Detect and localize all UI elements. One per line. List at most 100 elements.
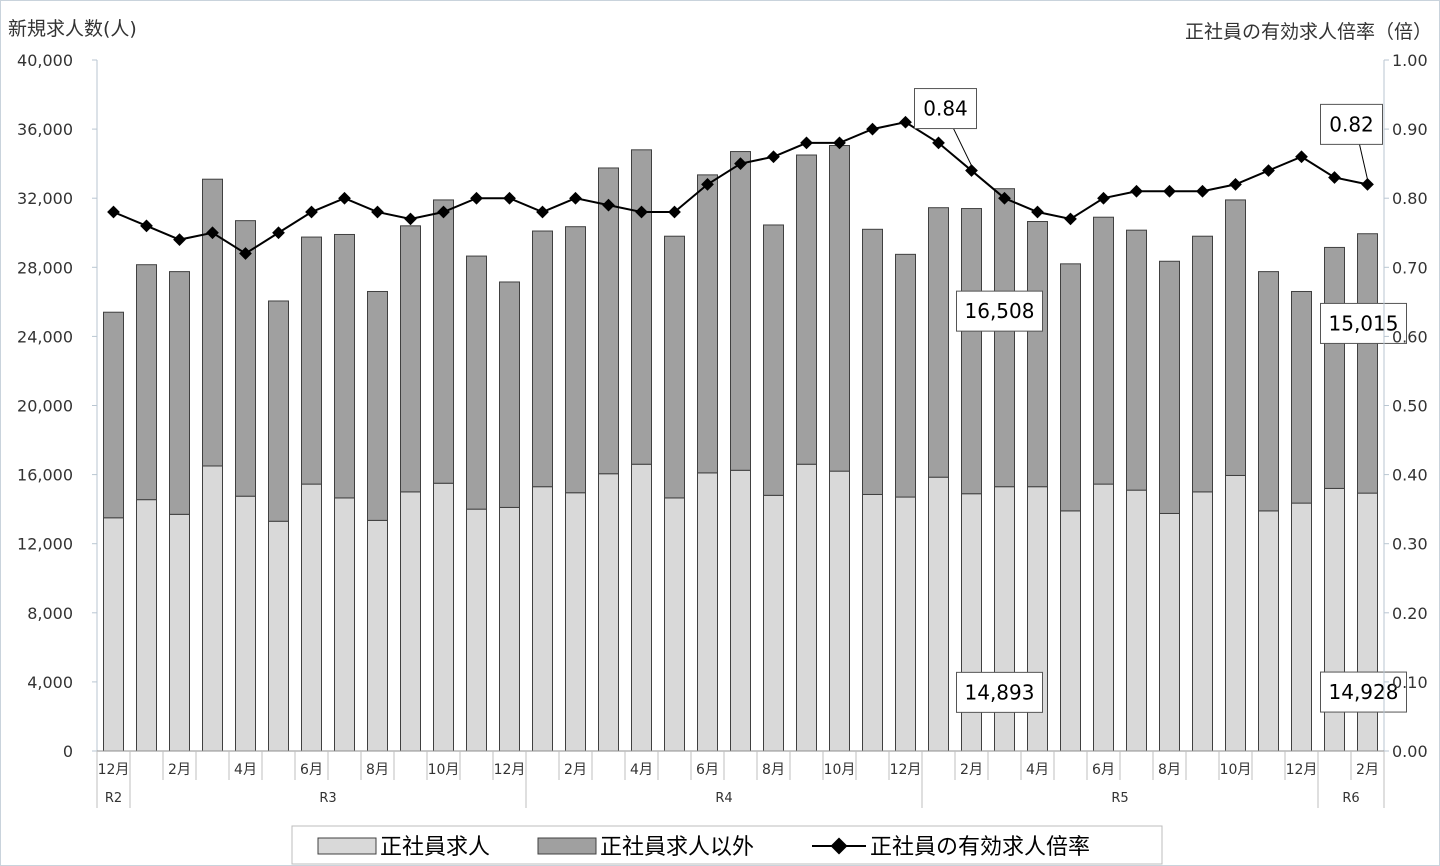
bar-other [829, 145, 850, 472]
right-tick-label: 0.20 [1392, 604, 1428, 623]
right-tick-label: 0.70 [1392, 258, 1428, 277]
bar-regular [1060, 510, 1081, 752]
bar-other [532, 230, 553, 488]
bar-regular [1258, 510, 1279, 752]
bar-other [730, 151, 751, 471]
bar-other [1060, 263, 1081, 512]
era-label: R5 [1111, 791, 1128, 806]
axes-layer: 0 4,000 8,000 12,000 16,000 20,000 24,000 28,00… [17, 51, 1428, 808]
bar-regular [730, 469, 751, 752]
left-tick-label: 36,000 [17, 120, 73, 139]
bar-regular [631, 463, 652, 752]
bar-regular [169, 513, 190, 752]
month-label: 2月 [1356, 762, 1379, 778]
bar-regular [466, 508, 487, 752]
bar-other [499, 281, 520, 508]
left-tick-label: 12,000 [17, 535, 73, 554]
bar-regular [499, 506, 520, 752]
bar-other [235, 220, 256, 497]
legend: 正社員求人 正社員求人以外 正社員の有効求人倍率 [291, 825, 1163, 865]
ratio-marker [1130, 184, 1143, 198]
ratio-marker [1328, 171, 1341, 184]
ratio-marker [866, 122, 879, 136]
bar-other [994, 188, 1015, 488]
bar-regular [367, 519, 388, 752]
bar-regular [664, 497, 685, 752]
era-label: R2 [105, 791, 122, 806]
month-label: 6月 [1092, 762, 1115, 778]
bar-other [202, 178, 223, 467]
bar-regular [1291, 502, 1312, 752]
right-tick-label: 0.50 [1392, 397, 1428, 416]
bar-regular [433, 482, 454, 752]
bar-other [1159, 260, 1180, 514]
left-axis-title: 新規求人数(人) [8, 18, 137, 40]
month-label: 10月 [1220, 762, 1252, 778]
ratio-marker [1196, 184, 1209, 198]
bar-other [664, 235, 685, 499]
callout-box [1320, 671, 1407, 713]
right-tick-label: 0.80 [1392, 189, 1428, 208]
ratio-marker [536, 205, 549, 219]
left-tick-label: 32,000 [17, 189, 73, 208]
ratio-marker [1031, 205, 1044, 219]
bar-other [334, 233, 355, 499]
bar-other [301, 236, 322, 485]
bar-other [862, 228, 883, 495]
bar-other [1324, 246, 1345, 489]
bar-regular [202, 465, 223, 752]
callout-box [956, 671, 1043, 713]
callout-text: 16,508 [965, 299, 1035, 323]
right-tick-label: 0.00 [1392, 742, 1428, 761]
bar-regular [400, 491, 421, 752]
month-label: 2月 [168, 762, 191, 778]
bar-other [1192, 235, 1213, 493]
ratio-marker [305, 205, 318, 219]
bar-other [928, 207, 949, 478]
ratio-marker [1229, 178, 1242, 191]
bar-other [268, 300, 289, 522]
ratio-marker [503, 191, 516, 205]
bar-other [1357, 233, 1378, 494]
left-tick-label: 28,000 [17, 258, 73, 277]
bar-regular [235, 495, 256, 752]
legend-swatch-other [537, 837, 597, 855]
era-label: R6 [1342, 791, 1359, 806]
bar-regular [895, 496, 916, 752]
ratio-marker [404, 212, 417, 226]
ratio-marker [1295, 150, 1308, 164]
bar-other [631, 149, 652, 465]
bar-other [136, 264, 157, 501]
bar-other [796, 154, 817, 465]
bar-regular [565, 492, 586, 752]
bar-regular [829, 470, 850, 752]
bar-regular [1192, 491, 1213, 752]
ratio-marker [371, 205, 384, 219]
ratio-marker [437, 205, 450, 219]
bar-regular [301, 483, 322, 752]
bar-regular [928, 476, 949, 752]
right-tick-label: 0.90 [1392, 120, 1428, 139]
month-label: 4月 [1026, 762, 1049, 778]
month-label: 10月 [824, 762, 856, 778]
bar-regular [1126, 489, 1147, 752]
bar-other [1126, 229, 1147, 491]
month-label: 2月 [960, 762, 983, 778]
callout-box [1320, 103, 1383, 145]
left-tick-label: 40,000 [17, 51, 73, 70]
month-label: 4月 [234, 762, 257, 778]
month-label: 12月 [1286, 762, 1318, 778]
month-label: 8月 [1158, 762, 1181, 778]
bar-other [763, 224, 784, 496]
bar-other [466, 255, 487, 510]
right-tick-label: 1.00 [1392, 51, 1428, 70]
legend-label-other: 正社員求人以外 [600, 835, 754, 860]
callouts-layer: 0.84 0.82 16,508 14,893 15,015 14,928 [914, 88, 1407, 713]
bar-other [1225, 199, 1246, 476]
bar-regular [1093, 483, 1114, 752]
ratio-marker [1064, 212, 1077, 226]
bar-regular [1225, 474, 1246, 752]
right-tick-label: 0.30 [1392, 535, 1428, 554]
left-tick-label: 4,000 [27, 673, 73, 692]
